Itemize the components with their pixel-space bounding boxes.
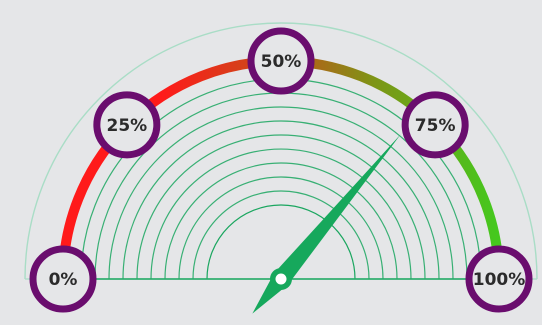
tick-marker: 25% — [93, 91, 161, 159]
tick-marker: 100% — [465, 245, 533, 313]
inner-arc — [206, 204, 356, 280]
needle-pointer — [252, 134, 401, 314]
tick-marker: 75% — [401, 91, 469, 159]
tick-marker: 50% — [247, 27, 315, 95]
inner-arc — [108, 106, 454, 280]
tick-label: 25% — [106, 116, 147, 136]
inner-arc — [178, 176, 384, 280]
outer-arc — [24, 22, 538, 280]
needle — [252, 134, 401, 314]
tick-label: 100% — [473, 270, 526, 290]
inner-arc — [122, 120, 440, 280]
inner-arc — [164, 162, 398, 280]
gauge-needle-group — [252, 134, 401, 314]
tick-label: 75% — [415, 116, 456, 136]
tick-ring — [247, 27, 315, 95]
tick-label: 50% — [261, 52, 302, 72]
tick-label: 0% — [49, 270, 78, 290]
inner-arc — [192, 190, 370, 280]
tick-ring — [29, 245, 97, 313]
needle-hub-center — [275, 273, 287, 285]
inner-arc — [150, 148, 412, 280]
inner-arc — [136, 134, 426, 280]
tick-ring — [93, 91, 161, 159]
tick-marker: 0% — [29, 245, 97, 313]
tick-markers: 0% 25% 50% 75% 100% — [29, 27, 533, 313]
tick-ring — [401, 91, 469, 159]
tick-ring — [465, 245, 533, 313]
